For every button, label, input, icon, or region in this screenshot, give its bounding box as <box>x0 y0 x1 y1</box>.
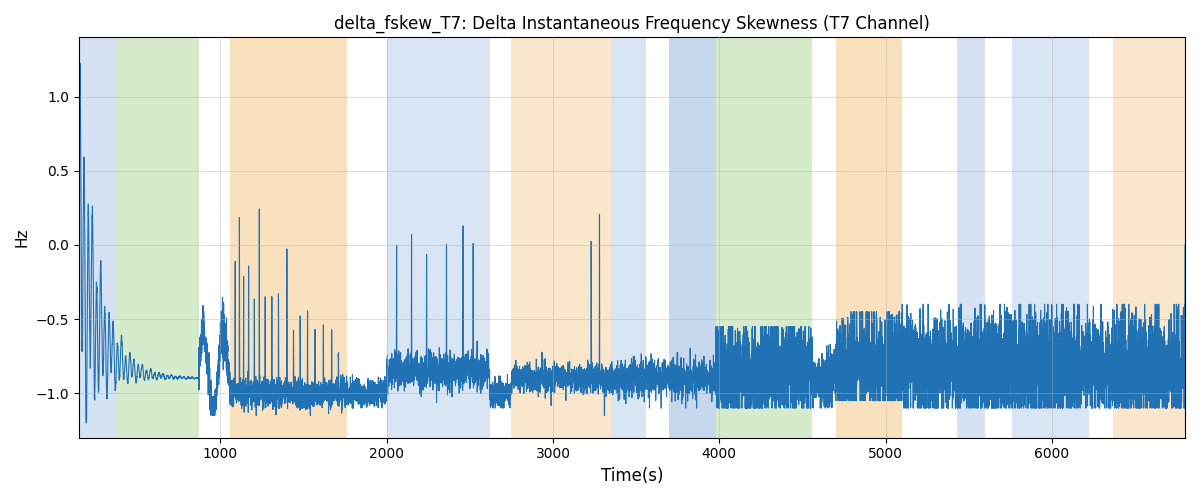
Bar <box>1114 38 1184 438</box>
X-axis label: Time(s): Time(s) <box>601 467 664 485</box>
Y-axis label: Hz: Hz <box>14 228 30 248</box>
Bar <box>716 38 812 438</box>
Bar <box>511 38 611 438</box>
Bar <box>386 38 490 438</box>
Bar <box>79 38 115 438</box>
Bar <box>611 38 646 438</box>
Bar <box>115 38 199 438</box>
Bar <box>835 38 902 438</box>
Bar <box>230 38 347 438</box>
Bar <box>1012 38 1088 438</box>
Title: delta_fskew_T7: Delta Instantaneous Frequency Skewness (T7 Channel): delta_fskew_T7: Delta Instantaneous Freq… <box>334 15 930 34</box>
Bar <box>958 38 985 438</box>
Bar <box>670 38 716 438</box>
